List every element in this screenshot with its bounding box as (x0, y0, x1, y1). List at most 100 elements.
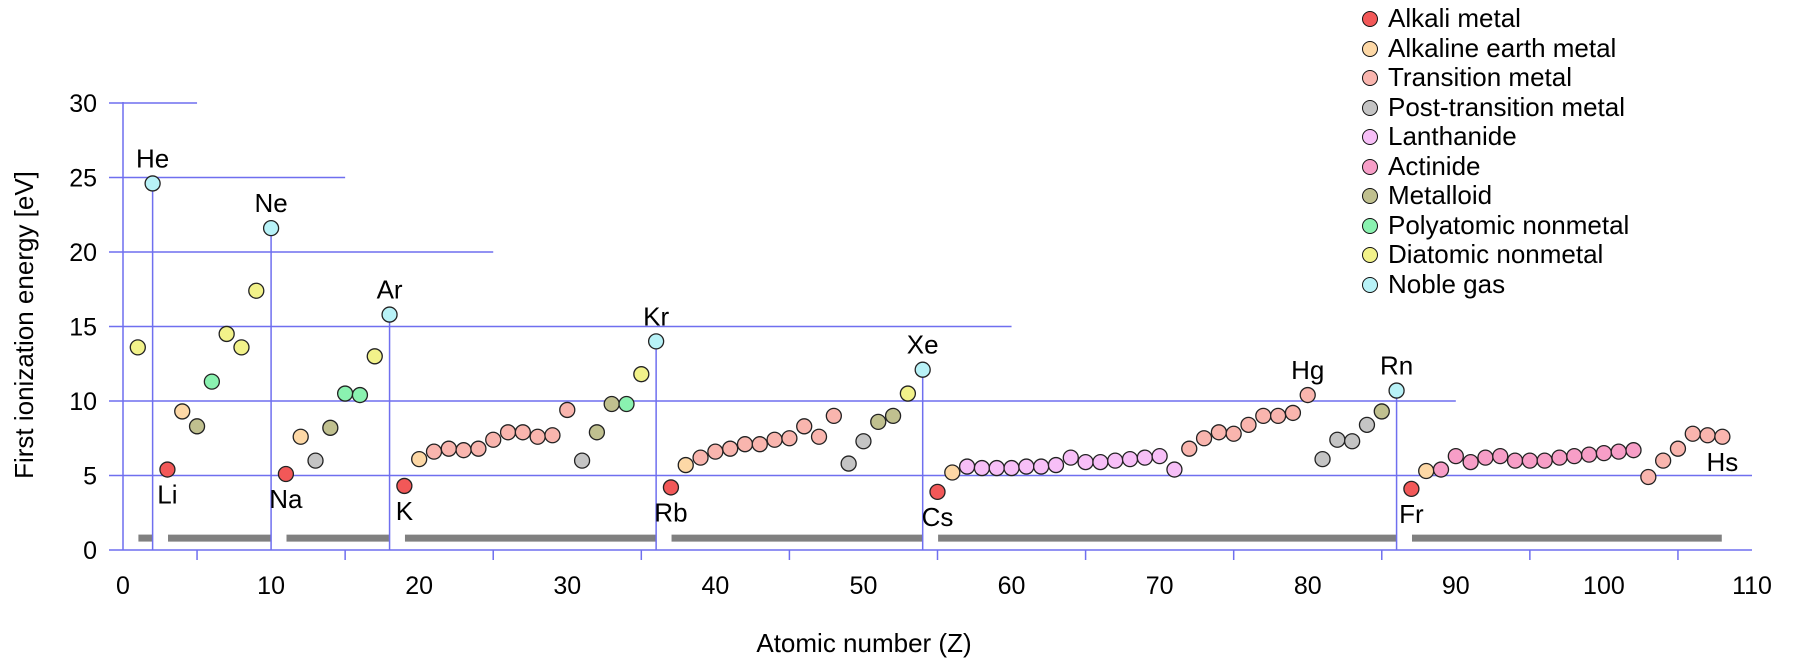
legend-swatch (1362, 11, 1378, 27)
data-point (855, 433, 872, 450)
data-point (499, 424, 517, 441)
legend-swatch (1362, 99, 1378, 116)
legend-item: Diatomic nonmetal (1358, 239, 1629, 270)
data-point (1062, 449, 1079, 466)
data-point (381, 306, 398, 323)
element-label: K (396, 496, 414, 526)
data-point (825, 407, 842, 425)
data-point (1166, 461, 1183, 478)
data-point (633, 366, 650, 383)
data-point (440, 440, 457, 457)
data-point (1669, 440, 1687, 457)
x-tick-label: 70 (1146, 572, 1174, 600)
legend-item: Alkaline earth metal (1358, 32, 1629, 64)
data-point (307, 452, 324, 469)
x-tick-label: 90 (1442, 572, 1470, 600)
y-tick-label: 5 (83, 463, 97, 491)
x-tick-label: 0 (116, 572, 130, 600)
data-point (129, 339, 146, 356)
data-point (544, 427, 561, 444)
legend-item: Alkali metal (1358, 3, 1629, 34)
legend-label: Metalloid (1388, 180, 1493, 210)
axes: 0 5 10 15 20 25 30 0 10 20 30 40 50 60 70 80 90 100 110 (69, 90, 1772, 600)
legend-label: Polyatomic nonmetal (1388, 209, 1630, 240)
legend-swatch (1362, 217, 1378, 234)
data-point (810, 428, 828, 445)
element-label: Na (269, 484, 303, 514)
data-point (618, 395, 635, 413)
element-labels: He Li Ne Na Ar K Kr Rb Xe Cs Hg Rn Fr Hs (136, 143, 1738, 531)
legend-item: Lanthanide (1358, 121, 1629, 152)
x-tick-label: 80 (1294, 572, 1322, 600)
legend-swatch (1362, 247, 1378, 263)
data-point (336, 385, 354, 402)
data-point (233, 339, 250, 356)
y-tick-label: 25 (69, 165, 97, 193)
data-point (677, 456, 694, 474)
y-tick-label: 0 (83, 537, 97, 565)
data-point (944, 464, 961, 481)
legend-label: Noble gas (1388, 268, 1506, 299)
legend-item: Transition metal (1358, 62, 1629, 93)
data-point (1492, 447, 1509, 465)
data-point (1299, 386, 1316, 404)
data-point (1284, 404, 1302, 422)
element-label: Ar (377, 275, 403, 305)
data-point (1077, 453, 1094, 471)
y-tick-label: 30 (69, 90, 97, 118)
data-point (1373, 403, 1390, 420)
data-point (188, 418, 206, 435)
data-point (1047, 456, 1065, 474)
legend-item: Actinide (1358, 150, 1629, 182)
legend-item: Metalloid (1358, 180, 1629, 211)
data-point (1506, 452, 1524, 469)
data-point (514, 424, 531, 441)
data-point (929, 483, 946, 501)
y-axis-label: First ionization energy [eV] (9, 171, 39, 479)
data-point (1595, 444, 1613, 462)
data-point (322, 419, 339, 436)
data-point (573, 452, 591, 469)
element-label: Kr (643, 301, 669, 331)
data-point (1551, 449, 1568, 466)
data-point (1432, 461, 1450, 478)
data-point (870, 413, 887, 431)
data-point (529, 428, 546, 445)
x-tick-label: 50 (850, 572, 878, 600)
data-point (766, 431, 783, 448)
legend-label: Actinide (1388, 150, 1481, 181)
data-point (203, 373, 221, 390)
data-point (973, 459, 991, 477)
x-tick-label: 20 (405, 572, 433, 600)
element-label: Rn (1380, 351, 1413, 381)
data-point (692, 449, 709, 466)
data-point (1033, 458, 1050, 475)
data-point (396, 477, 413, 495)
x-tick-label: 60 (998, 572, 1026, 600)
data-point (796, 418, 813, 435)
data-point (1225, 425, 1242, 442)
data-point (144, 175, 161, 192)
data-point (884, 407, 902, 425)
data-point (1314, 450, 1331, 468)
legend-label: Alkaline earth metal (1388, 32, 1617, 63)
data-point (1654, 452, 1672, 469)
legend-swatch (1362, 276, 1378, 293)
data-point (1255, 407, 1272, 425)
legend: Alkali metal Alkaline earth metal Transiti… (1358, 3, 1630, 299)
data-point (899, 385, 917, 402)
data-point (1566, 447, 1583, 465)
data-point (988, 459, 1005, 477)
data-point (1403, 480, 1420, 498)
data-point (1536, 452, 1553, 469)
data-point (707, 443, 724, 460)
data-point (1121, 450, 1139, 468)
data-point (248, 282, 265, 299)
data-point (174, 403, 191, 420)
data-point (425, 443, 443, 460)
data-point (958, 458, 976, 475)
data-point (366, 348, 383, 365)
legend-item: Polyatomic nonmetal (1358, 209, 1630, 241)
legend-swatch (1362, 70, 1378, 86)
